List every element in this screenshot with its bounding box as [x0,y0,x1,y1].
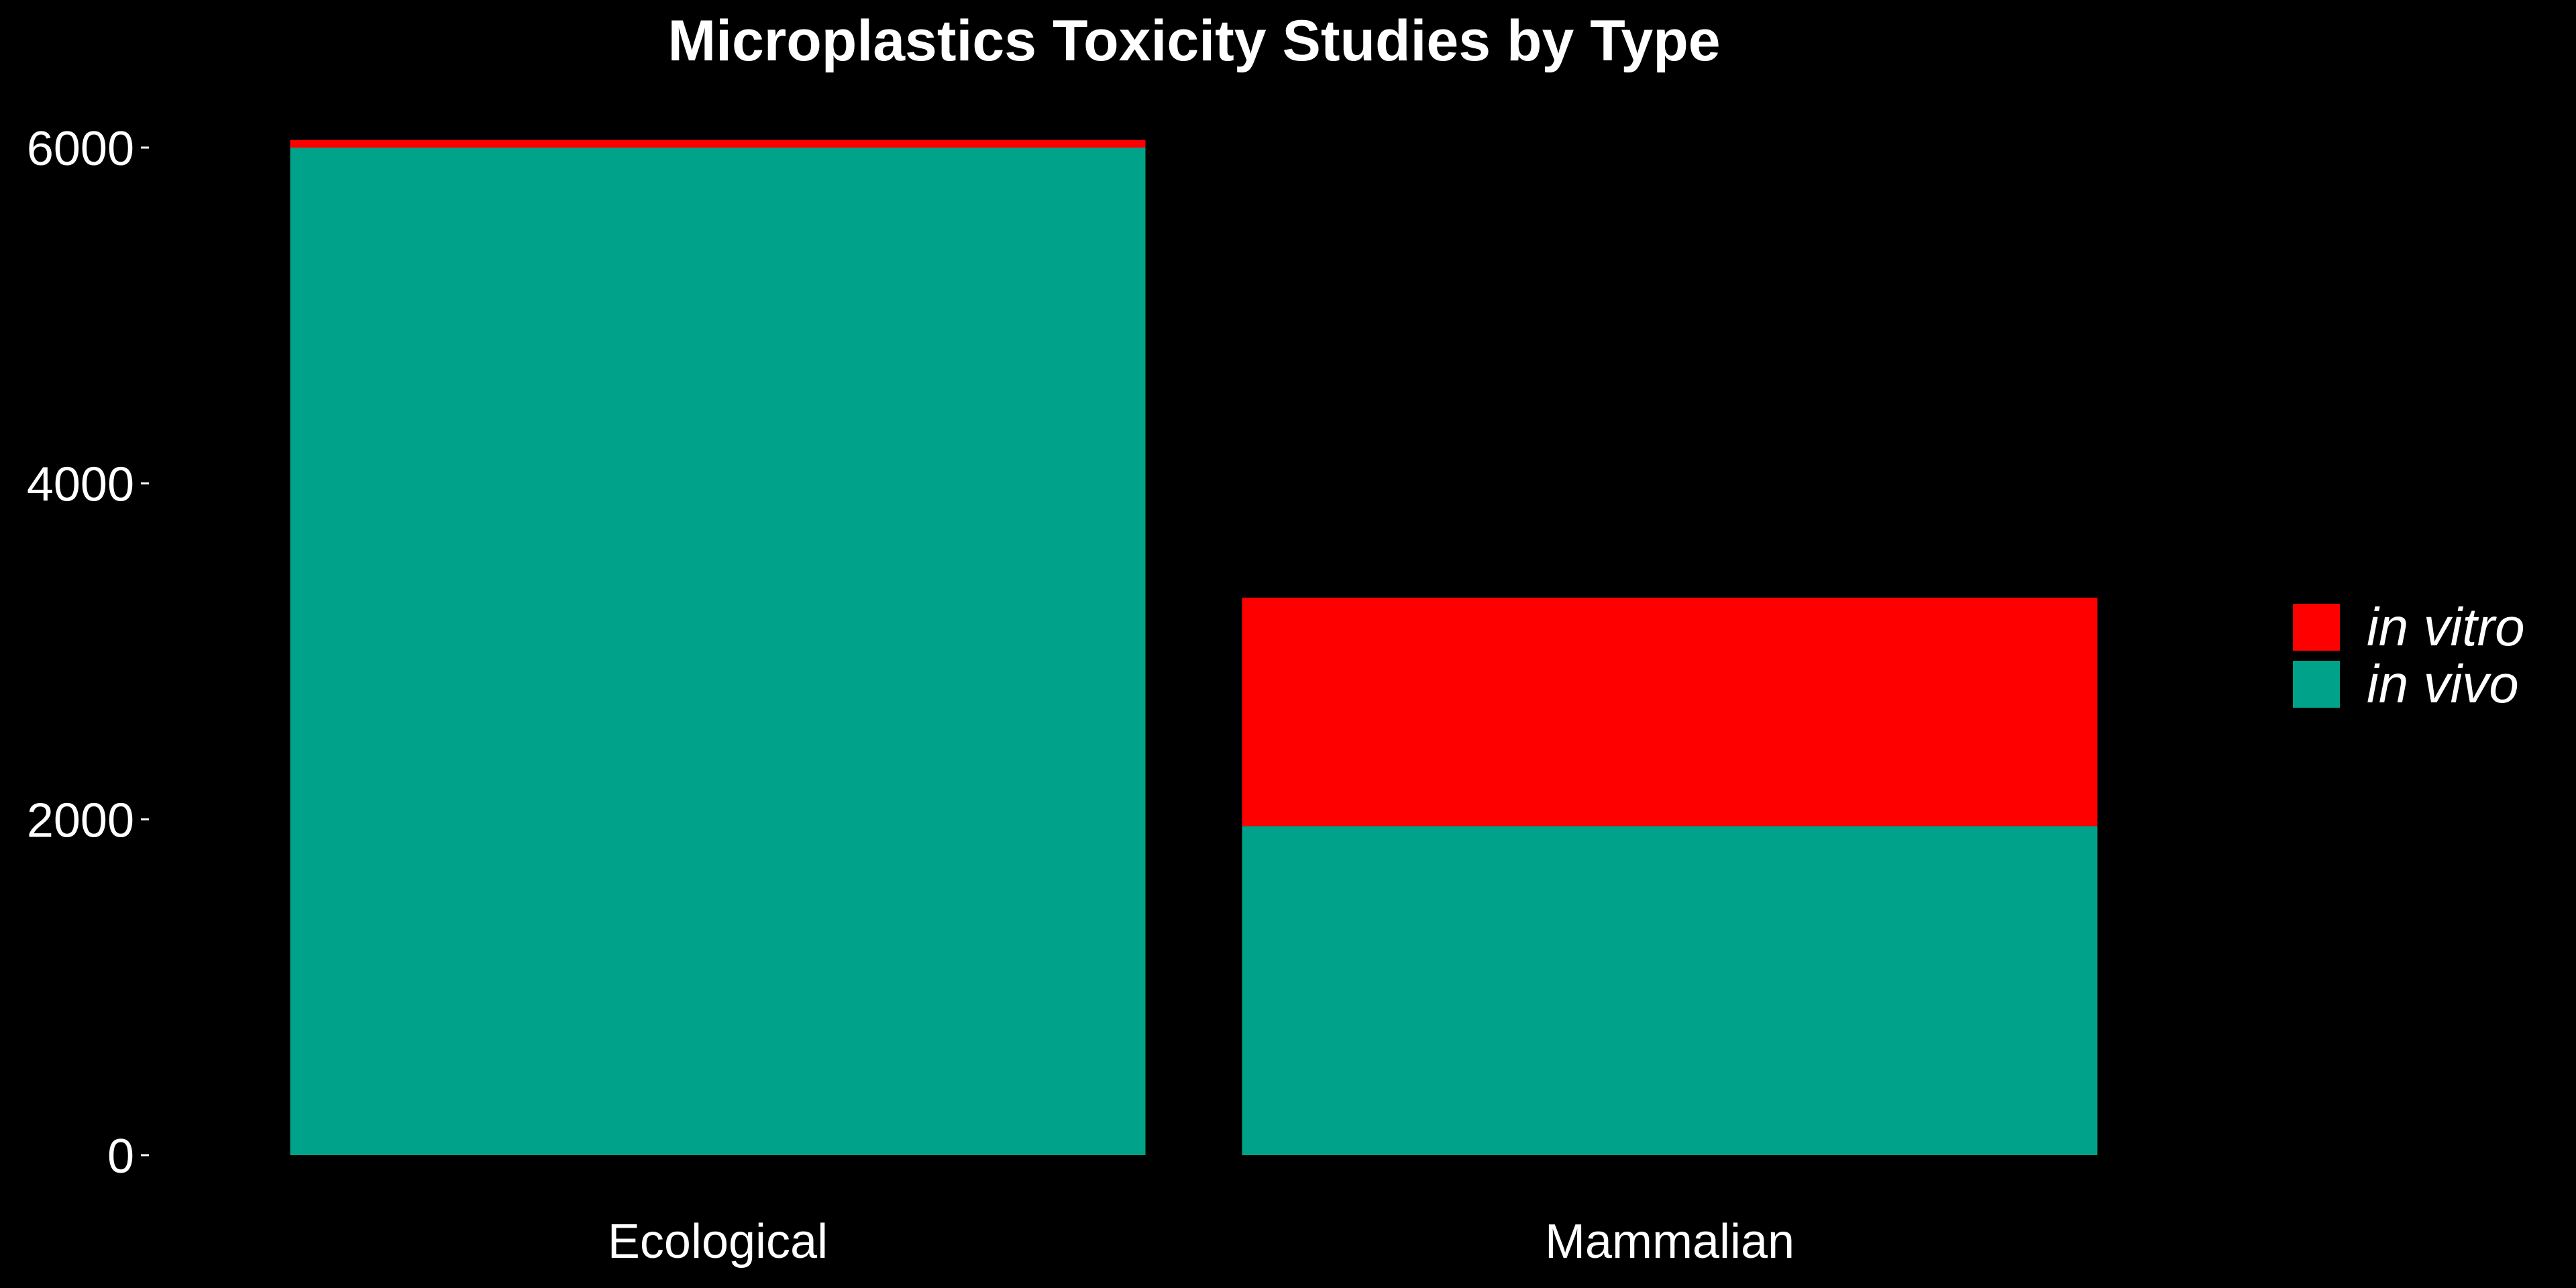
bars [290,140,2098,1155]
x-tick-label: Mammalian [1545,1215,1794,1269]
y-tick-label: 4000 [27,458,134,512]
bar-mammalian-in-vivo [1242,826,2098,1155]
legend-label: in vivo [2367,654,2519,714]
chart-title: Microplastics Toxicity Studies by Type [667,9,1720,73]
bar-ecological-in-vitro [290,140,1146,148]
legend-swatch [2293,604,2340,651]
bar-mammalian-in-vitro [1242,597,2098,826]
x-tick-label: Ecological [608,1215,828,1269]
legend-label: in vitro [2367,597,2525,657]
y-tick-label: 2000 [27,794,134,847]
x-axis: Ecological Mammalian [608,1215,1794,1269]
legend-swatch [2293,661,2340,708]
y-tick-label: 0 [107,1130,134,1183]
y-axis: 0 2000 4000 6000 [27,122,149,1183]
y-tick-label: 6000 [27,122,134,176]
bar-ecological-in-vivo [290,148,1146,1155]
